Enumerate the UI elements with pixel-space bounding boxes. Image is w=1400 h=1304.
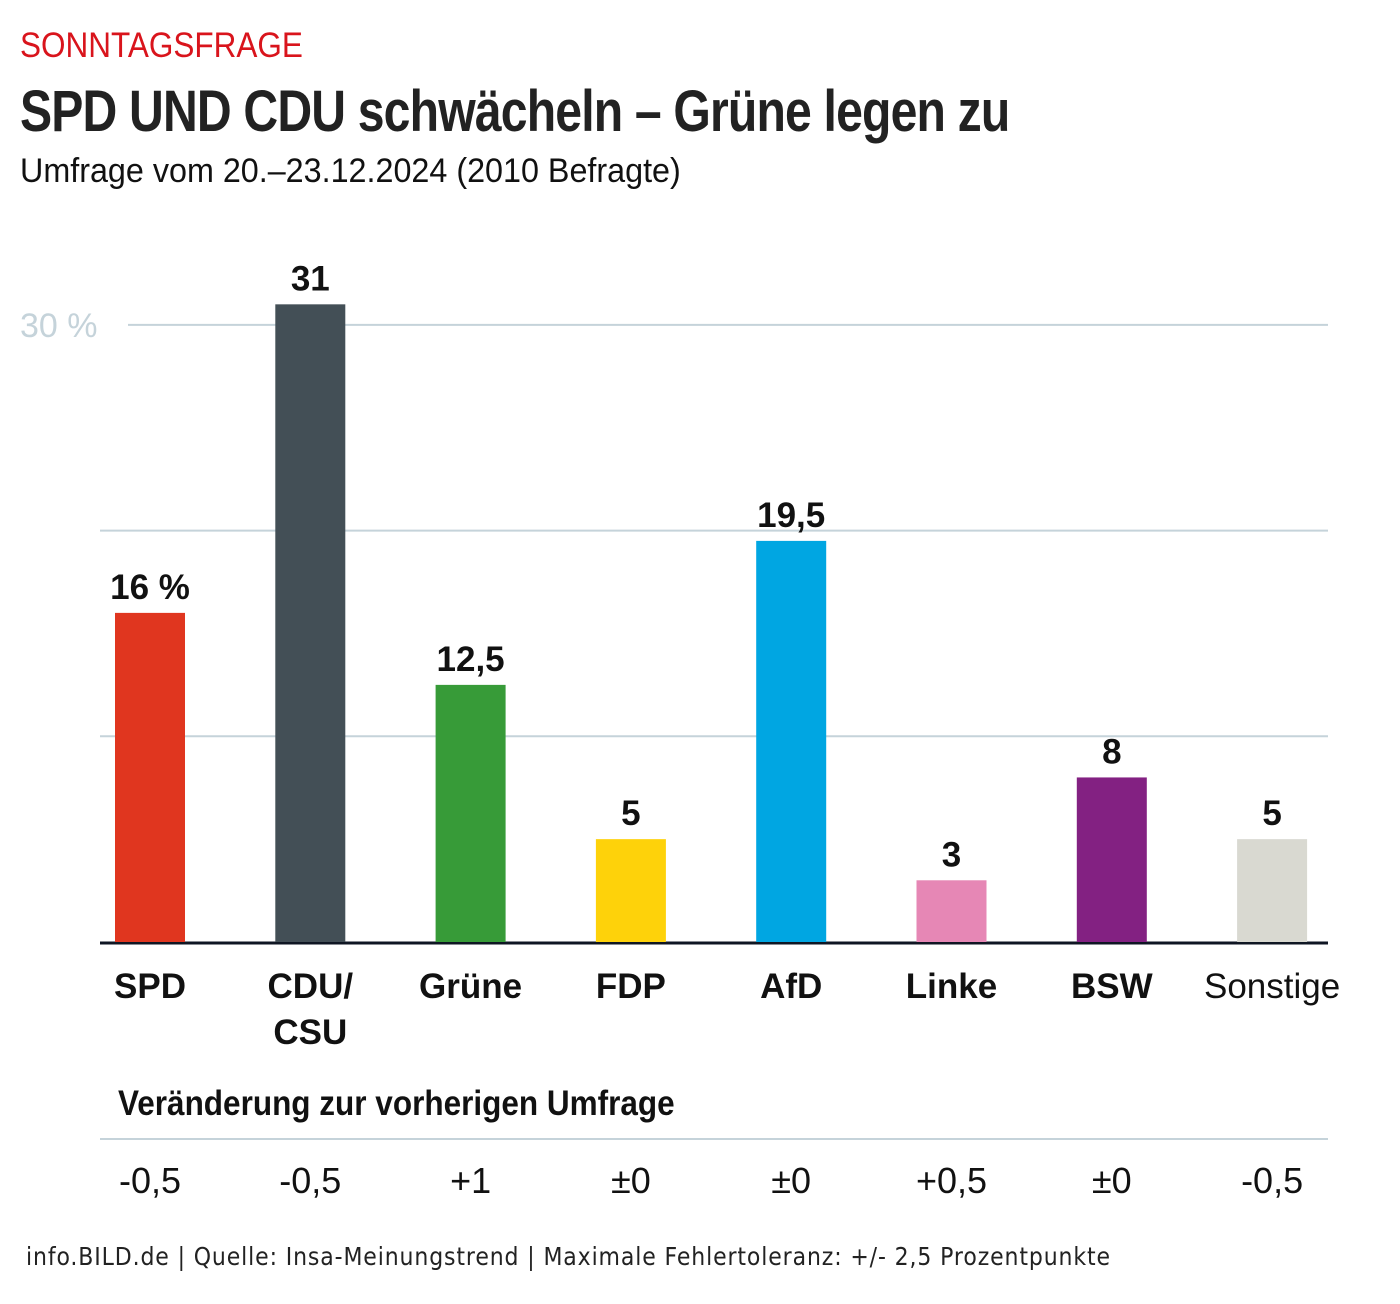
bar-sonstige [1237,839,1308,942]
value-label: 8 [1102,732,1121,771]
bar-linke [916,880,987,942]
value-label: 3 [942,835,961,874]
category-labels: SPD CDU/CSU Grüne FDP AfD Linke BSW Sonstige [114,967,1340,1052]
value-label: 19,5 [757,496,825,535]
category-label: FDP [596,967,666,1006]
bar-gr-ne [435,684,506,942]
chart-subtitle: Umfrage vom 20.–23.12.2024 (2010 Befragt… [20,152,681,190]
value-label: 5 [621,794,640,833]
value-labels: 16 % 31 12,5 5 19,5 3 8 5 [110,259,1282,874]
value-label: 5 [1262,794,1281,833]
category-label: Linke [906,967,997,1006]
category-label: SPD [114,967,186,1006]
y-tick-label: 30 % [20,307,98,345]
bar-bsw [1076,777,1147,942]
category-label: BSW [1071,967,1153,1006]
category-label: Sonstige [1204,967,1340,1006]
category-label: CSU [273,1013,347,1052]
category-label: AfD [760,967,822,1006]
value-label: 16 % [110,568,190,607]
change-value: -0,5 [279,1160,342,1201]
change-value: ±0 [1091,1160,1132,1201]
value-label: 31 [291,259,330,298]
changes-divider [100,1138,1328,1140]
bar-spd [115,612,185,942]
bars [115,304,1308,943]
category-label: Grüne [419,967,522,1006]
category-label: CDU/ [268,967,354,1006]
changes-heading: Veränderung zur vorherigen Umfrage [118,1084,675,1123]
bar-chart: 30 % 16 % 31 12,5 5 19,5 3 8 5 SPD CDU/CSU Grüne F… [20,259,1340,1052]
bar-fdp [595,839,666,942]
change-value: -0,5 [118,1160,182,1201]
bar-afd [756,540,827,942]
bar-cdu-csu [275,304,346,943]
change-value: ±0 [611,1160,651,1201]
value-label: 12,5 [437,640,505,679]
source-footer: info.BILD.de | Quelle: Insa-Meinungstren… [26,1242,1111,1271]
chart-title: SPD UND CDU schwächeln – Grüne legen zu [20,79,1010,144]
change-value: +1 [450,1160,492,1201]
change-value: ±0 [771,1160,812,1201]
change-value: -0,5 [1241,1160,1304,1201]
change-value: +0,5 [915,1160,988,1201]
chart-kicker: SONNTAGSFRAGE [20,26,303,65]
